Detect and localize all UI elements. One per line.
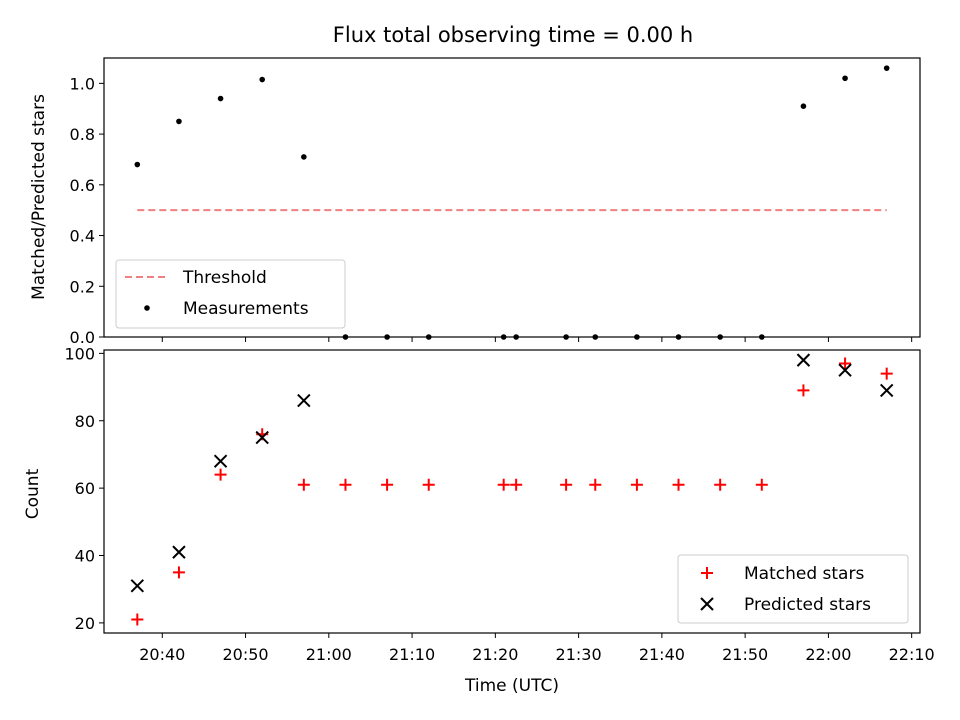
- ratio-legend-box: [115, 259, 346, 329]
- measurement-point: [634, 334, 640, 340]
- count-x-tick-label: 22:00: [805, 645, 851, 664]
- matched-star-marker: [510, 478, 523, 491]
- count-x-tick-label: 22:10: [889, 645, 935, 664]
- legend-matched-swatch: [701, 567, 713, 579]
- predicted-star-marker: [297, 393, 311, 408]
- matched-star-marker: [672, 478, 685, 491]
- ratio-y-tick-label: 0.4: [70, 227, 95, 246]
- matched-star-marker: [630, 478, 643, 491]
- matched-star-marker: [560, 478, 573, 491]
- measurement-point: [217, 95, 224, 102]
- legend-predicted-label: Predicted stars: [744, 595, 871, 615]
- matched-star-marker: [339, 478, 352, 491]
- measurement-point: [259, 76, 266, 83]
- count-y-axis-label: Count: [23, 468, 43, 519]
- ratio-plot-frame: [103, 57, 921, 338]
- measurement-point: [675, 334, 682, 340]
- count-y-tick-label: 100: [64, 344, 95, 363]
- matched-star-marker: [172, 566, 185, 579]
- ratio-panel: Matched/Predicted stars 0.0 0.2 0.4 0.6 0.8 1…: [29, 57, 921, 347]
- measurement-point: [513, 334, 519, 340]
- ratio-y-axis-label: Matched/Predicted stars: [29, 94, 49, 300]
- count-y-tick-label: 40: [75, 547, 95, 566]
- count-y-tick-label: 80: [75, 412, 95, 431]
- measurement-point: [342, 334, 349, 340]
- measurement-point: [425, 334, 432, 340]
- measurement-point: [758, 334, 765, 340]
- legend-measurements-label: Measurements: [183, 299, 309, 319]
- chart-title: Flux total observing time = 0.00 h: [333, 23, 693, 47]
- count-y-tick-label: 20: [75, 614, 95, 633]
- measurement-point: [134, 161, 141, 168]
- measurement-point: [883, 65, 890, 71]
- measurement-point: [592, 334, 599, 340]
- ratio-legend: Threshold Measurements: [115, 259, 346, 329]
- matched-star-marker: [497, 478, 510, 491]
- legend-predicted-swatch: [700, 597, 714, 611]
- legend-measurements-swatch: [144, 305, 150, 311]
- ratio-y-tick-label: 0.2: [70, 277, 95, 296]
- matched-star-marker: [131, 613, 144, 626]
- count-x-tick-label: 21:40: [639, 645, 685, 664]
- predicted-star-marker: [130, 579, 145, 593]
- matched-star-marker: [589, 478, 602, 491]
- measurement-point: [500, 334, 507, 340]
- time-x-axis-label: Time (UTC): [464, 676, 559, 696]
- measurement-point: [563, 334, 569, 340]
- count-legend: Matched stars Predicted stars: [677, 554, 909, 624]
- matched-star-marker: [214, 468, 227, 481]
- measurement-point: [384, 334, 390, 340]
- ratio-y-tick-label: 0.0: [70, 328, 95, 347]
- matched-star-marker: [714, 478, 727, 491]
- count-plot-frame: [103, 349, 921, 634]
- count-x-tick-label: 21:50: [722, 645, 768, 664]
- measurement-point: [717, 334, 723, 340]
- count-x-tick-label: 20:50: [222, 645, 268, 664]
- count-x-tick-label: 21:10: [389, 645, 435, 664]
- measurement-point: [301, 154, 307, 160]
- matched-star-marker: [755, 478, 768, 491]
- predicted-star-marker: [213, 454, 228, 468]
- matched-star-marker: [297, 478, 310, 491]
- predicted-star-marker: [838, 363, 852, 377]
- measurement-point: [800, 103, 807, 109]
- count-x-tick-label: 21:00: [306, 645, 352, 664]
- ratio-y-tick-label: 0.8: [70, 125, 95, 144]
- matched-star-marker: [880, 367, 893, 380]
- legend-threshold-label: Threshold: [182, 268, 267, 288]
- count-panel: Count Time (UTC) 20 40 60 80 100 20:40 20:50 21…: [23, 344, 935, 696]
- predicted-star-marker: [879, 383, 894, 398]
- predicted-star-marker: [796, 353, 811, 367]
- count-x-tick-label: 21:20: [472, 645, 518, 664]
- measurement-point: [176, 118, 182, 125]
- matched-star-marker: [381, 478, 394, 491]
- count-x-tick-label: 20:40: [139, 645, 185, 664]
- count-y-tick-label: 60: [75, 479, 95, 498]
- legend-matched-label: Matched stars: [744, 564, 864, 584]
- predicted-star-marker: [172, 545, 186, 559]
- ratio-y-tick-label: 0.6: [70, 176, 95, 195]
- matched-star-marker: [797, 384, 810, 397]
- ratio-y-tick-label: 1.0: [70, 74, 95, 93]
- matched-star-marker: [839, 357, 852, 370]
- matched-star-marker: [422, 478, 435, 491]
- count-legend-box: [677, 554, 909, 624]
- measurement-point: [842, 75, 848, 82]
- count-x-tick-label: 21:30: [556, 645, 602, 664]
- predicted-star-marker: [255, 430, 269, 445]
